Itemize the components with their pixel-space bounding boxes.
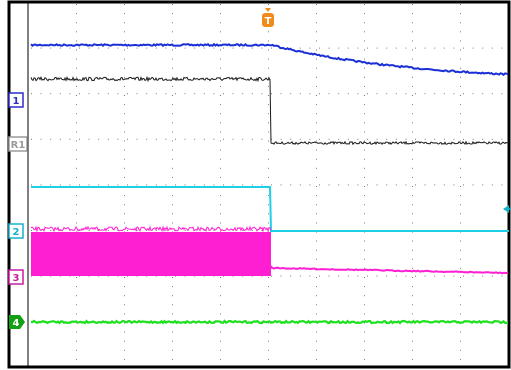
trigger-label: T [265,16,272,27]
channel-marker-ch1[interactable]: 1 [8,92,24,108]
ch1-waveform [30,42,509,77]
channel-marker-ch4[interactable]: 4 [9,315,25,329]
graticule-grid [31,4,503,360]
ref1-marker-box [8,136,28,152]
ch2-marker-label: 2 [13,227,20,238]
trigger-marker[interactable]: T [262,8,274,27]
trigger-arrow-icon [265,8,271,12]
waveform-traces [30,42,510,325]
ref1-waveform [30,75,510,146]
ref1-marker-label: R1 [11,140,26,151]
ch2-marker-box [8,223,24,239]
channel-marker-ch3[interactable]: 3 [8,269,24,285]
ch4-waveform [30,319,508,325]
channel-marker-ref1[interactable]: R1 [8,136,28,152]
ch3-marker-label: 3 [13,273,20,284]
graticule-frame [7,0,511,369]
ch3-waveform [30,225,508,276]
ch4-marker-label: 4 [13,318,20,329]
trigger-badge [262,13,274,27]
ch3-marker-box [8,269,24,285]
ch1-marker-label: 1 [13,96,20,107]
ch4-marker-box [9,315,25,329]
ch1-marker-box [8,92,24,108]
ch2-waveform [31,186,509,232]
channel-marker-ch2[interactable]: 2 [8,223,24,239]
